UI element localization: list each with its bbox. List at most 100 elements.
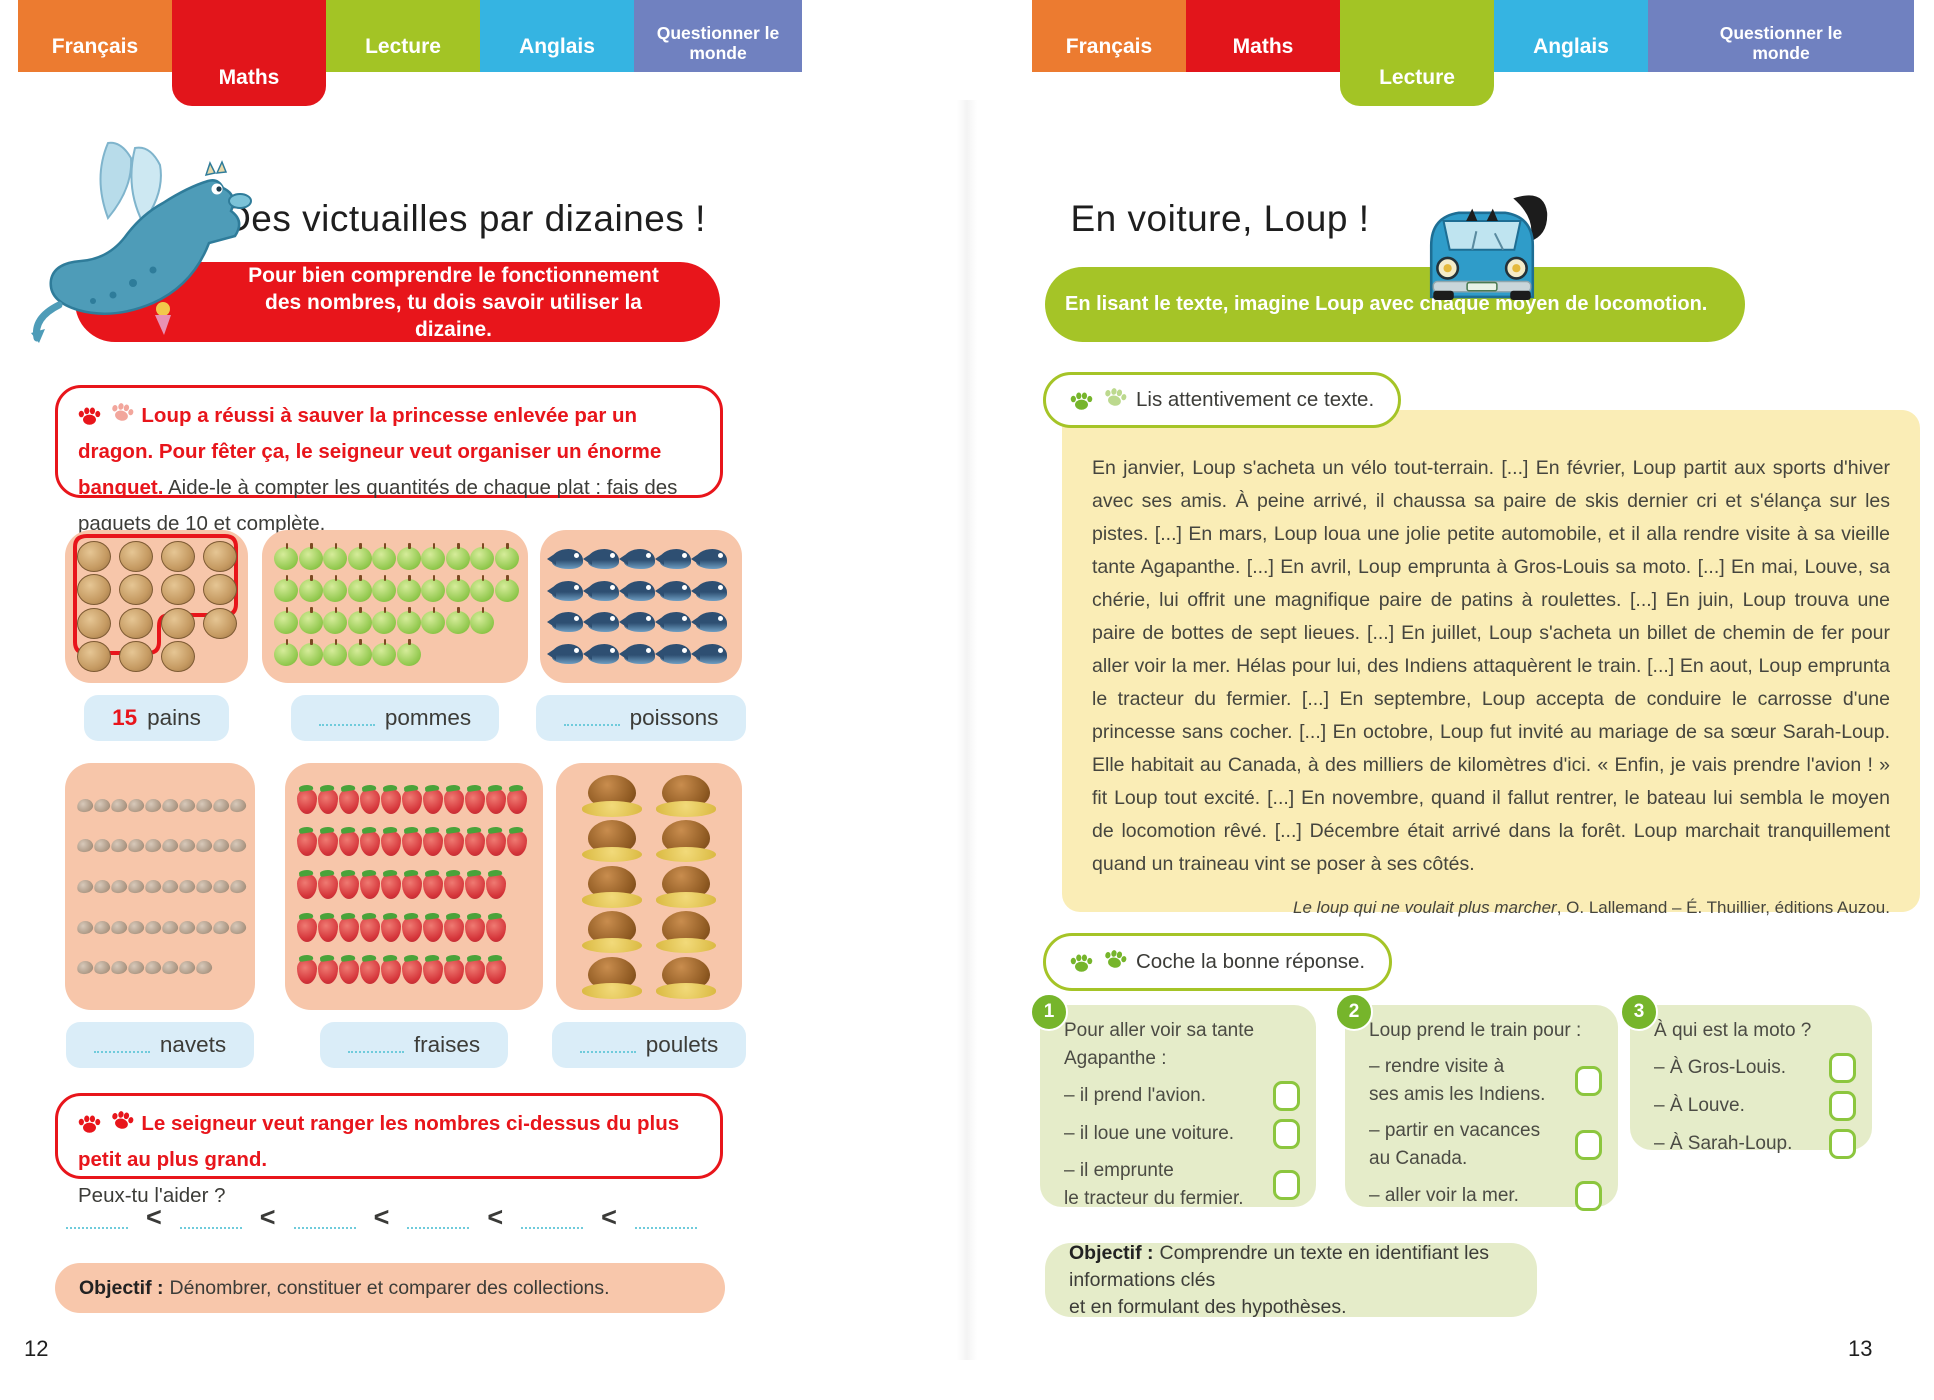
lesson-banner-left-text: Pour bien comprendre le fonctionnement d…: [248, 263, 659, 341]
fraise-icon: [444, 831, 464, 857]
label-poulets[interactable]: poulets: [551, 1022, 747, 1068]
navet-icon: [143, 959, 163, 976]
answer-blank[interactable]: [318, 711, 375, 726]
tab-fran-ais[interactable]: Français: [1032, 0, 1186, 72]
pain-icon: [203, 607, 237, 639]
checkbox[interactable]: [1273, 1119, 1300, 1149]
fraise-icon: [339, 831, 359, 857]
poulet-icon: [656, 774, 716, 817]
checkbox[interactable]: [1273, 1170, 1300, 1200]
lesson-banner-right: En lisant le texte, imagine Loup avec ch…: [1045, 267, 1745, 342]
pomme-icon: [494, 575, 519, 602]
navet-icon: [211, 797, 231, 814]
checkbox[interactable]: [1273, 1081, 1300, 1111]
navet-icon: [126, 797, 146, 814]
fraise-icon: [465, 788, 485, 814]
fraise-icon: [318, 959, 338, 985]
poisson-icon: [619, 612, 655, 633]
food-word: fraises: [413, 1032, 481, 1057]
answer-option: – À Sarah-Loup.: [1654, 1133, 1793, 1154]
food-grid-pommes: [262, 530, 528, 683]
pomme-icon: [421, 543, 445, 570]
pomme-icon: [347, 543, 372, 570]
food-grid-poulets: [556, 763, 742, 1010]
compare-blank-4[interactable]: [407, 1212, 470, 1229]
checkbox[interactable]: [1829, 1091, 1856, 1121]
compare-blank-5[interactable]: [521, 1212, 584, 1229]
pomme-icon: [372, 607, 396, 634]
answer-blank[interactable]: [563, 711, 620, 726]
pomme-icon: [470, 543, 494, 570]
checkbox[interactable]: [1575, 1181, 1602, 1211]
tab-maths[interactable]: Maths: [172, 0, 326, 106]
fraise-icon: [339, 873, 359, 899]
pomme-icon: [347, 639, 372, 666]
question-3-badge: 3: [1620, 993, 1658, 1031]
fraise-icon: [360, 788, 380, 814]
fraise-icon: [360, 873, 380, 899]
label-poissons[interactable]: poissons: [535, 695, 747, 741]
paw-icon: [111, 403, 134, 421]
tab-bar-left: Français Maths Lecture Anglais Questionner l…: [18, 0, 802, 106]
tab-lecture[interactable]: Lecture: [1340, 0, 1494, 106]
exercise1-red-text: Loup a réussi à sauver la princesse enle…: [78, 404, 662, 499]
fraise-icon: [486, 788, 506, 814]
pomme-icon: [372, 575, 396, 602]
checkbox[interactable]: [1575, 1130, 1602, 1160]
fraise-icon: [297, 916, 317, 942]
food-word: pains: [147, 705, 201, 730]
compare-blank-3[interactable]: [293, 1212, 356, 1229]
food-word: pommes: [384, 705, 472, 730]
compare-blank-6[interactable]: [634, 1212, 697, 1229]
compare-blank-1[interactable]: [66, 1212, 128, 1229]
navet-icon: [109, 837, 129, 854]
instruction-coche-text: Coche la bonne réponse.: [1136, 950, 1366, 973]
fraise-icon: [381, 788, 401, 814]
compare-blank-2[interactable]: [179, 1212, 242, 1229]
tab-questionner-le-monde[interactable]: Questionner le monde: [1648, 0, 1914, 72]
tab-lecture[interactable]: Lecture: [326, 0, 480, 72]
objectif-right-label: Objectif :: [1069, 1241, 1154, 1264]
navet-icon: [160, 959, 180, 976]
pain-icon: [119, 641, 153, 673]
label-navets[interactable]: navets: [65, 1022, 255, 1068]
answer-blank[interactable]: [93, 1038, 150, 1053]
tab-maths[interactable]: Maths: [1186, 0, 1340, 72]
label-pains[interactable]: 15 pains: [84, 695, 229, 741]
fraise-icon: [423, 873, 443, 899]
fraise-icon: [444, 873, 464, 899]
food-word: poissons: [629, 705, 719, 730]
paw-icon: [78, 1115, 101, 1133]
pomme-icon: [372, 639, 396, 666]
fraise-icon: [381, 916, 401, 942]
checkbox[interactable]: [1829, 1129, 1856, 1159]
fraise-icon: [402, 959, 422, 985]
navet-icon: [92, 837, 112, 854]
tab-anglais[interactable]: Anglais: [1494, 0, 1648, 72]
checkbox[interactable]: [1829, 1053, 1856, 1083]
fraise-icon: [444, 916, 464, 942]
navet-icon: [92, 919, 112, 936]
label-pommes[interactable]: pommes: [290, 695, 500, 741]
poisson-icon: [547, 580, 583, 601]
answer-blank[interactable]: [579, 1038, 636, 1053]
pain-icon: [119, 574, 153, 606]
question-2-badge: 2: [1335, 993, 1373, 1031]
answer-blank[interactable]: [347, 1038, 404, 1053]
question-3-prompt: À qui est la moto ?: [1654, 1020, 1812, 1041]
fraise-icon: [360, 916, 380, 942]
fraise-icon: [465, 873, 485, 899]
reading-text-box: En janvier, Loup s'acheta un vélo tout-t…: [1062, 410, 1920, 917]
exercise2-red-text: Le seigneur veut ranger les nombres ci-d…: [78, 1112, 680, 1171]
poisson-icon: [655, 549, 691, 570]
checkbox[interactable]: [1575, 1066, 1602, 1096]
tab-questionner-le-monde[interactable]: Questionner le monde: [634, 0, 802, 72]
poulet-icon: [582, 774, 642, 817]
fraise-icon: [297, 831, 317, 857]
label-fraises[interactable]: fraises: [319, 1022, 509, 1068]
tab-anglais[interactable]: Anglais: [480, 0, 634, 72]
poisson-icon: [547, 549, 583, 570]
page-number-right: 13: [1848, 1336, 1873, 1361]
tab-fran-ais[interactable]: Français: [18, 0, 172, 72]
navet-icon: [228, 837, 248, 854]
